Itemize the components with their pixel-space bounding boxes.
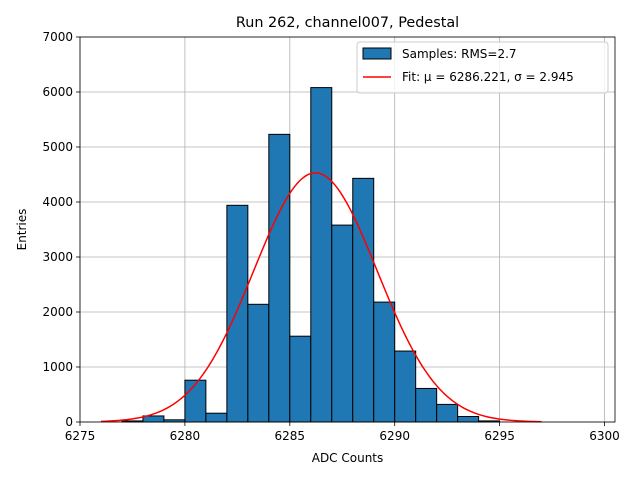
y-tick-label: 7000 (42, 30, 73, 44)
histogram-bars (121, 87, 501, 423)
legend-histogram-swatch (362, 47, 392, 60)
y-tick-label: 5000 (42, 140, 73, 154)
histogram-bar (457, 416, 480, 423)
histogram-bar (247, 303, 270, 423)
x-tick-label: 6300 (589, 429, 620, 443)
plot-frame (79, 36, 616, 423)
histogram-bar (268, 133, 291, 423)
x-tick-label: 6285 (275, 429, 306, 443)
x-axis-label: ADC Counts (312, 451, 384, 465)
x-axis-ticks: 6275 6280 6285 6290 6295 6300 (65, 422, 620, 443)
histogram-bar (310, 87, 333, 423)
y-tick-label: 1000 (42, 360, 73, 374)
histogram-bar (184, 379, 207, 423)
histogram-bar (373, 301, 396, 423)
legend: Samples: RMS=2.7 Fit: μ = 6286.221, σ = … (356, 41, 609, 94)
x-tick-label: 6280 (170, 429, 201, 443)
y-tick-label: 4000 (42, 195, 73, 209)
x-tick-label: 6275 (65, 429, 96, 443)
histogram-bar (352, 177, 375, 423)
legend-histogram-label: Samples: RMS=2.7 (402, 47, 517, 61)
histogram-bar (289, 335, 312, 423)
y-axis-ticks: 0 1000 2000 3000 4000 5000 6000 7000 (42, 30, 80, 429)
legend-fit-label: Fit: μ = 6286.221, σ = 2.945 (402, 70, 574, 84)
histogram-bar (415, 387, 438, 423)
histogram-bar (226, 204, 249, 423)
y-tick-label: 3000 (42, 250, 73, 264)
chart-title: Run 262, channel007, Pedestal (236, 15, 459, 31)
histogram-bar (436, 403, 459, 423)
y-tick-label: 0 (65, 415, 73, 429)
x-tick-label: 6290 (379, 429, 410, 443)
histogram-bar (331, 224, 354, 423)
x-tick-label: 6295 (484, 429, 515, 443)
y-tick-label: 2000 (42, 305, 73, 319)
histogram-bar (205, 412, 228, 423)
y-axis-label: Entries (15, 209, 29, 251)
histogram-bar (394, 350, 417, 423)
fit-curve (100, 172, 542, 423)
y-tick-label: 6000 (42, 85, 73, 99)
legend-box (356, 41, 609, 94)
